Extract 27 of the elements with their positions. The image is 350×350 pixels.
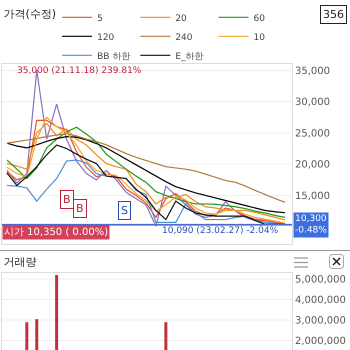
text: 356 [323, 8, 344, 21]
ref-line-label: 시가 10,350 ( 0.00%) [4, 227, 108, 238]
annotation: B [63, 193, 71, 206]
legend-label: 60 [254, 14, 266, 24]
legend-label: 120 [97, 32, 115, 43]
y-tick-label: 20,000 [295, 160, 330, 171]
y-tick-label: 2,000,000 [295, 336, 346, 348]
ref-line-label: 10,300 -0.48% [295, 214, 328, 236]
annotation: 10,090 (23.02.27) -2.04% [162, 226, 279, 236]
chart-title: 거래량 [4, 256, 36, 269]
annotation: S [121, 204, 128, 217]
y-tick-label: 25,000 [295, 128, 330, 140]
annotation: 35,000 (21.11.18) 239.81% [17, 66, 142, 76]
legend-label: E_하한 [175, 52, 204, 62]
y-tick-label: 3,000,000 [295, 316, 346, 327]
legend-label: 10 [254, 32, 266, 43]
y-tick-label: 4,000,000 [295, 295, 346, 306]
annotation: B [76, 202, 84, 215]
y-tick-label: 15,000 [295, 190, 330, 202]
legend-label: BB 하한 [97, 52, 130, 62]
y-tick-label: 5,000,000 [295, 274, 346, 286]
legend-label: 20 [175, 14, 188, 24]
y-tick-label: 30,000 [295, 97, 330, 108]
y-tick-label: 35,000 [295, 66, 330, 77]
legend-label: 5 [97, 14, 103, 24]
legend-label: 240 [175, 32, 193, 43]
chart-title: 가격(수정) [4, 8, 56, 21]
